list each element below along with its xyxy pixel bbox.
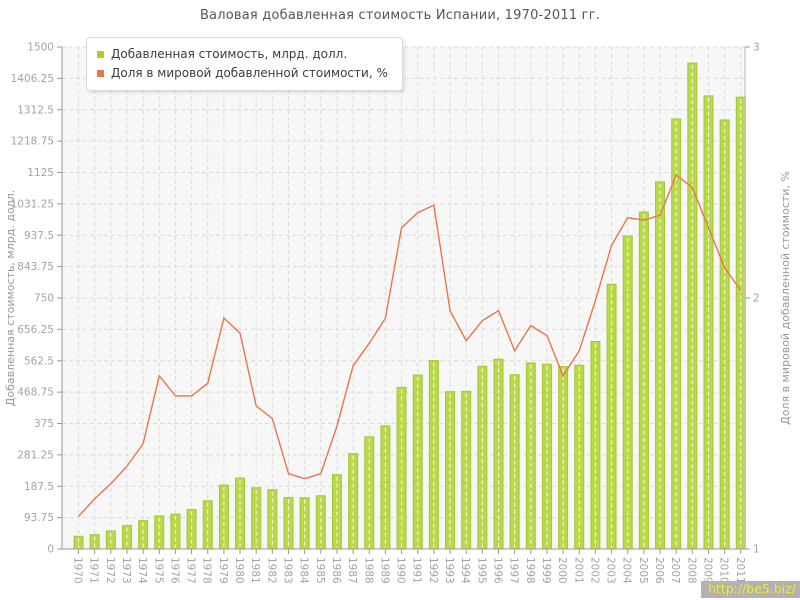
x-tick-label: 2003 xyxy=(605,557,617,584)
right-tick-label: 1 xyxy=(753,544,760,556)
left-tick-label: 1500 xyxy=(27,42,54,54)
x-tick-label: 1982 xyxy=(265,557,277,584)
x-tick-label: 2010 xyxy=(718,557,730,584)
x-tick-label: 1999 xyxy=(540,557,552,584)
x-tick-label: 2011 xyxy=(734,557,746,584)
right-tick-label: 3 xyxy=(753,42,760,54)
bar-1995[interactable] xyxy=(477,365,488,550)
share-line-series[interactable] xyxy=(77,173,742,517)
x-tick-label: 2002 xyxy=(588,557,600,584)
x-tick-label: 1970 xyxy=(72,557,84,584)
x-tick-label: 1992 xyxy=(427,557,439,584)
x-tick-label: 1993 xyxy=(443,557,455,584)
legend-item-bar-series: Добавленная стоимость, млрд. долл. xyxy=(97,45,388,64)
left-tick-label: 937.5 xyxy=(24,230,54,242)
legend: Добавленная стоимость, млрд. долл. Доля … xyxy=(86,37,403,91)
left-tick-label: 562.5 xyxy=(24,355,54,367)
x-tick-label: 1971 xyxy=(88,557,100,584)
x-tick-label: 1974 xyxy=(136,557,148,584)
left-tick-label: 281.25 xyxy=(17,449,54,461)
x-tick-label: 1983 xyxy=(281,557,293,584)
legend-item-line-series: Доля в мировой добавленной стоимости, % xyxy=(97,64,388,83)
left-tick-label: 1312.5 xyxy=(17,104,54,116)
x-tick-label: 1995 xyxy=(475,557,487,584)
x-tick-label: 2008 xyxy=(685,557,697,584)
watermark-link[interactable]: http://be5.biz/ xyxy=(700,581,800,598)
left-tick-label: 843.75 xyxy=(17,261,54,273)
x-tick-label: 1972 xyxy=(104,557,116,584)
bar-2000[interactable] xyxy=(558,366,569,550)
left-tick-label: 93.75 xyxy=(24,512,54,524)
x-tick-label: 1979 xyxy=(217,557,229,584)
x-tick-label: 2005 xyxy=(637,557,649,584)
x-tick-label: 1997 xyxy=(508,557,520,584)
x-tick-label: 2004 xyxy=(621,557,633,584)
x-tick-label: 2009 xyxy=(701,557,713,584)
x-tick-label: 1991 xyxy=(411,557,423,584)
x-tick-label: 1977 xyxy=(185,557,197,584)
x-tick-label: 2000 xyxy=(556,557,568,584)
left-tick-label: 0 xyxy=(47,544,54,556)
left-tick-label: 187.5 xyxy=(24,481,54,493)
x-tick-label: 2006 xyxy=(653,557,665,584)
left-tick-label: 750 xyxy=(34,293,54,305)
x-tick-label: 1988 xyxy=(362,557,374,584)
left-tick-label: 1125 xyxy=(27,167,54,179)
x-tick-label: 1989 xyxy=(378,557,390,584)
x-tick-label: 1975 xyxy=(152,557,164,584)
bar-1982[interactable] xyxy=(267,489,278,550)
x-tick-label: 1998 xyxy=(524,557,536,584)
x-tick-label: 2007 xyxy=(669,557,681,584)
bar-2005[interactable] xyxy=(638,211,649,550)
legend-item-label: Доля в мировой добавленной стоимости, % xyxy=(111,66,388,80)
x-tick-label: 1996 xyxy=(491,557,503,584)
legend-item-label: Добавленная стоимость, млрд. долл. xyxy=(111,47,348,61)
x-tick-label: 1985 xyxy=(314,557,326,584)
x-tick-label: 1990 xyxy=(395,557,407,584)
left-axis-title: Добавленная стоимость, млрд. долл. xyxy=(4,190,17,406)
line-series-swatch-icon xyxy=(97,70,104,77)
bar-series-swatch-icon xyxy=(97,51,104,58)
left-tick-label: 375 xyxy=(34,418,54,430)
left-tick-label: 1406.25 xyxy=(11,73,54,85)
x-tick-label: 1994 xyxy=(459,557,471,584)
x-tick-label: 1987 xyxy=(346,557,358,584)
x-tick-label: 1981 xyxy=(249,557,261,584)
x-tick-label: 1978 xyxy=(201,557,213,584)
left-tick-label: 656.25 xyxy=(17,324,54,336)
x-tick-label: 2001 xyxy=(572,557,584,584)
left-tick-label: 1218.75 xyxy=(11,136,54,148)
x-tick-label: 1976 xyxy=(168,557,180,584)
x-tick-label: 1984 xyxy=(298,557,310,584)
x-tick-label: 1973 xyxy=(120,557,132,584)
right-tick-label: 2 xyxy=(753,293,760,305)
left-tick-label: 468.75 xyxy=(17,387,54,399)
left-tick-label: 1031.25 xyxy=(11,198,54,210)
x-tick-label: 1986 xyxy=(330,557,342,584)
x-tick-label: 1980 xyxy=(233,557,245,584)
chart-title: Валовая добавленная стоимость Испании, 1… xyxy=(199,8,601,23)
right-axis-title: Доля в мировой добавленной стоимости, % xyxy=(779,171,792,425)
